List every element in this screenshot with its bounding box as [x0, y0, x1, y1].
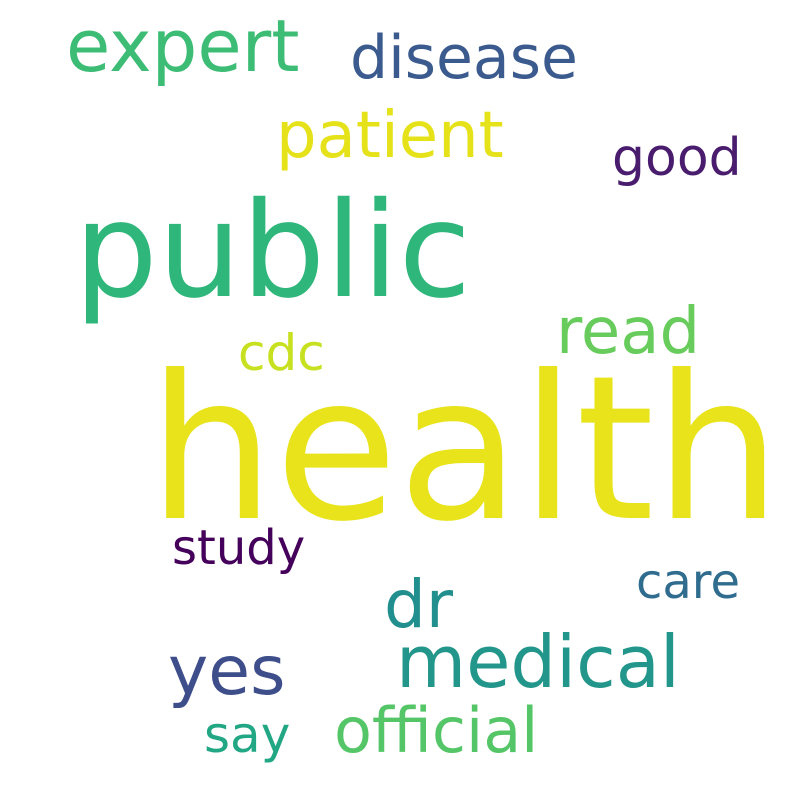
word-cdc: cdc — [238, 324, 325, 382]
word-read: read — [556, 295, 701, 369]
word-expert: expert — [66, 4, 300, 88]
word-care: care — [636, 554, 741, 610]
word-public: public — [74, 174, 472, 328]
word-study: study — [172, 520, 306, 576]
word-patient: patient — [276, 99, 504, 173]
word-disease: disease — [350, 23, 578, 93]
word-dr: dr — [384, 566, 454, 643]
word-yes: yes — [168, 632, 286, 711]
word-official: official — [334, 694, 539, 767]
word-medical: medical — [396, 620, 680, 704]
word-say: say — [204, 706, 291, 764]
word-good: good — [612, 128, 742, 188]
word-health: health — [148, 333, 782, 566]
